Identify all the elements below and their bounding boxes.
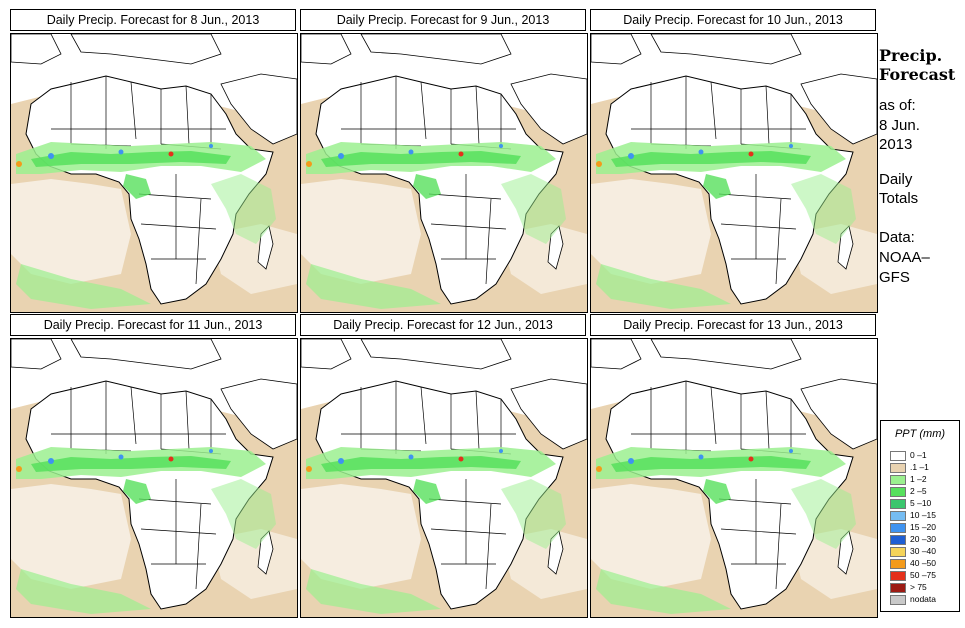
precip-map (590, 33, 878, 313)
legend-row: 0 –1 (890, 450, 954, 462)
legend-swatch (890, 535, 906, 545)
asof-date2: 2013 (879, 136, 913, 153)
forecast-panel-jun13: Daily Precip. Forecast for 13 Jun., 2013 (590, 314, 880, 618)
forecast-panel-jun10: Daily Precip. Forecast for 10 Jun., 2013 (590, 9, 880, 313)
legend-row: 10 –15 (890, 510, 954, 522)
panel-title: Daily Precip. Forecast for 10 Jun., 2013 (590, 9, 876, 31)
legend-label: 30 –40 (910, 546, 936, 556)
precip-map (300, 338, 588, 618)
legend-row: 40 –50 (890, 558, 954, 570)
legend-label: > 75 (910, 582, 927, 592)
legend-label: 15 –20 (910, 522, 936, 532)
legend-row: 2 –5 (890, 486, 954, 498)
forecast-panel-jun11: Daily Precip. Forecast for 11 Jun., 2013 (10, 314, 300, 618)
legend-row: 15 –20 (890, 522, 954, 534)
legend-title: PPT (mm) (894, 428, 946, 440)
legend-row: 1 –2 (890, 474, 954, 486)
legend-label: 5 –10 (910, 498, 932, 508)
side-title: Precip. Forecast (879, 46, 955, 84)
daily-label1: Daily (879, 171, 913, 188)
legend-swatch (890, 511, 906, 521)
legend-swatch (890, 547, 906, 557)
precip-legend: PPT (mm) 0 –1 .1 –1 1 –2 2 –5 5 –10 10 –… (880, 420, 960, 612)
data-label2: NOAA– (879, 249, 930, 266)
legend-label: 1 –2 (910, 474, 927, 484)
panel-title: Daily Precip. Forecast for 9 Jun., 2013 (300, 9, 586, 31)
panel-title: Daily Precip. Forecast for 13 Jun., 2013 (590, 314, 876, 336)
legend-row: .1 –1 (890, 462, 954, 474)
data-label1: Data: (879, 229, 915, 246)
legend-row: 50 –75 (890, 570, 954, 582)
asof-date1: 8 Jun. (879, 117, 920, 134)
forecast-panel-jun12: Daily Precip. Forecast for 12 Jun., 2013 (300, 314, 590, 618)
legend-label: nodata (910, 594, 936, 604)
legend-swatch (890, 463, 906, 473)
daily-label2: Totals (879, 190, 919, 207)
precip-map (300, 33, 588, 313)
legend-label: 50 –75 (910, 570, 936, 580)
precip-map (10, 33, 298, 313)
legend-row: > 75 (890, 582, 954, 594)
legend-swatch (890, 523, 906, 533)
legend-row: 20 –30 (890, 534, 954, 546)
side-title-line1: Precip. (879, 46, 943, 65)
legend-swatch (890, 595, 906, 605)
legend-label: 20 –30 (910, 534, 936, 544)
asof-label: as of: (879, 97, 916, 114)
legend-label: 40 –50 (910, 558, 936, 568)
panel-title: Daily Precip. Forecast for 11 Jun., 2013 (10, 314, 296, 336)
legend-swatch (890, 475, 906, 485)
legend-row: nodata (890, 594, 954, 606)
legend-swatch (890, 487, 906, 497)
legend-swatch (890, 499, 906, 509)
legend-swatch (890, 559, 906, 569)
legend-label: 0 –1 (910, 450, 927, 460)
legend-swatch (890, 451, 906, 461)
forecast-panel-jun08: Daily Precip. Forecast for 8 Jun., 2013 (10, 9, 300, 313)
data-label3: GFS (879, 269, 910, 286)
panel-title: Daily Precip. Forecast for 8 Jun., 2013 (10, 9, 296, 31)
side-title-line2: Forecast (879, 65, 956, 84)
panel-title: Daily Precip. Forecast for 12 Jun., 2013 (300, 314, 586, 336)
precip-map (590, 338, 878, 618)
legend-label: .1 –1 (910, 462, 929, 472)
legend-label: 10 –15 (910, 510, 936, 520)
precip-map (10, 338, 298, 618)
legend-row: 30 –40 (890, 546, 954, 558)
legend-swatch (890, 571, 906, 581)
forecast-panel-jun09: Daily Precip. Forecast for 9 Jun., 2013 (300, 9, 590, 313)
legend-label: 2 –5 (910, 486, 927, 496)
legend-swatch (890, 583, 906, 593)
legend-row: 5 –10 (890, 498, 954, 510)
